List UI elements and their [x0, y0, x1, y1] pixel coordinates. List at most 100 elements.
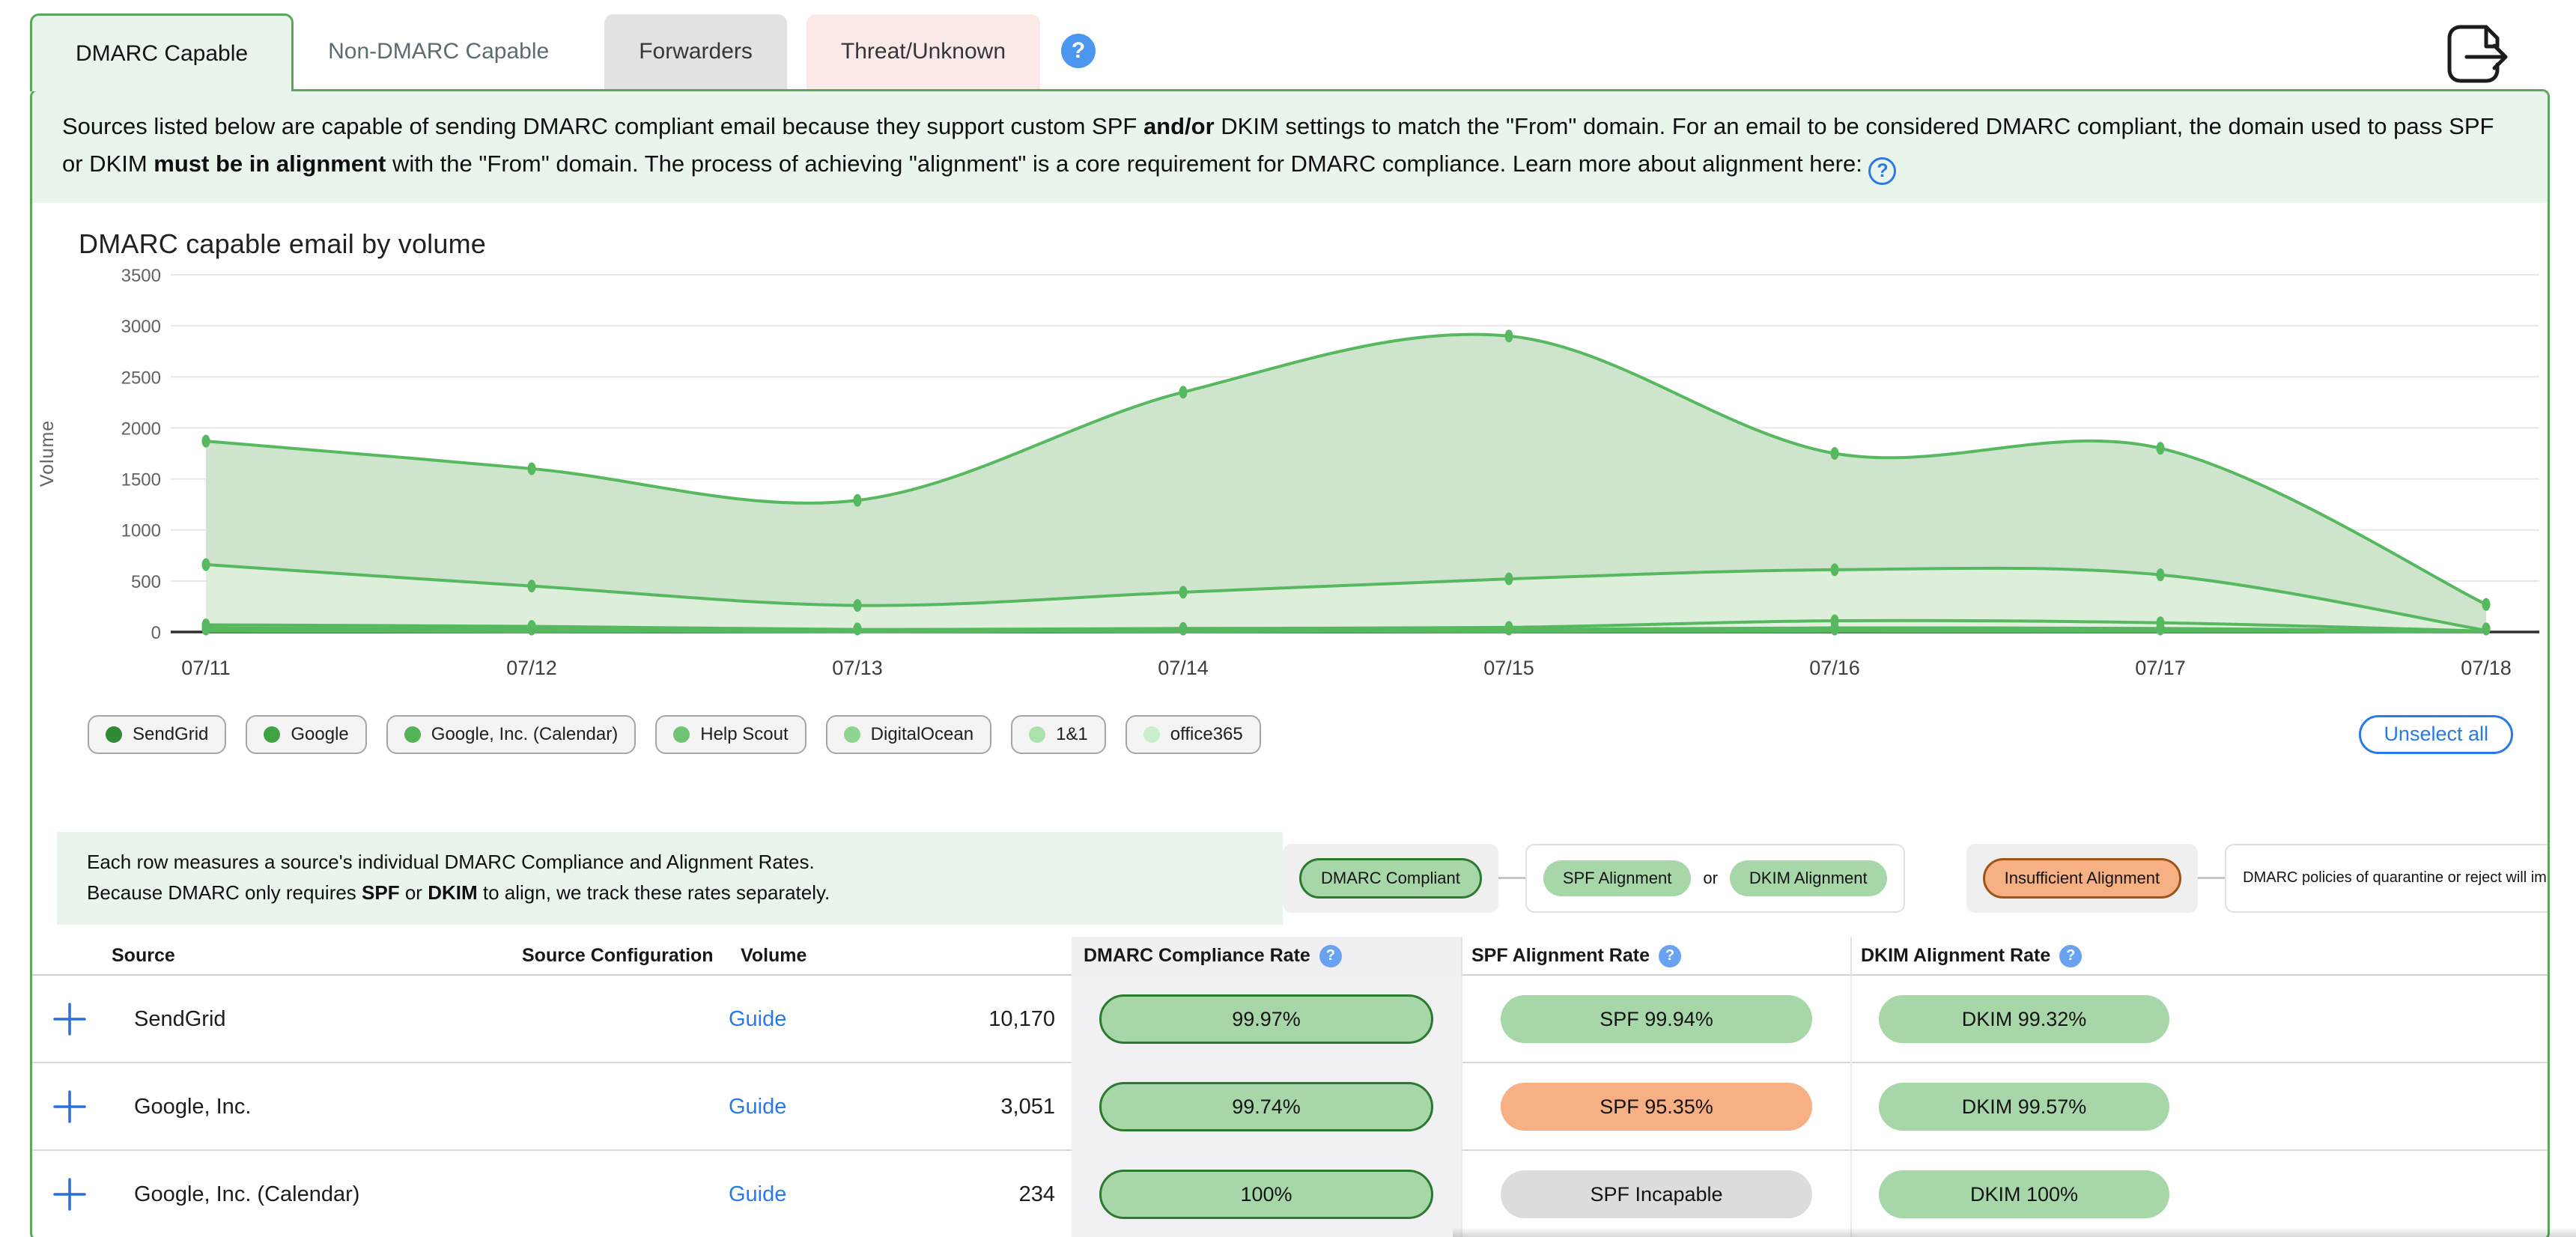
table-note-line1: Each row measures a source's individual … — [87, 850, 815, 873]
tab-dmarc-capable[interactable]: DMARC Capable — [30, 13, 294, 91]
tab-forwarders[interactable]: Forwarders — [604, 14, 787, 89]
spf-alignment-pill: SPF Alignment — [1543, 860, 1692, 896]
series-label: DigitalOcean — [870, 723, 974, 744]
legend-chip-office365[interactable]: office365 — [1125, 714, 1261, 754]
svg-text:1500: 1500 — [121, 469, 161, 490]
expand-row-icon[interactable] — [52, 1002, 87, 1036]
svg-text:2500: 2500 — [121, 368, 161, 388]
spf-alignment-pill: SPF Incapable — [1501, 1170, 1812, 1218]
policy-note-card: DMARC policies of quarantine or reject w… — [2225, 843, 2548, 913]
unselect-all-button[interactable]: Unselect all — [2359, 714, 2513, 754]
series-label: Google, Inc. (Calendar) — [431, 723, 619, 744]
column-header-source-configuration: Source Configuration — [522, 945, 714, 966]
column-header-expand — [32, 937, 107, 976]
spf-alignment-pill: SPF 99.94% — [1501, 995, 1812, 1043]
table-row-google-inc-calendar: Google, Inc. (Calendar) Guide 234 100% SPF I… — [32, 1150, 2548, 1237]
series-label: Help Scout — [700, 723, 789, 744]
series-color-dot — [1143, 726, 1160, 743]
legend-chip-google-inc-calendar[interactable]: Google, Inc. (Calendar) — [386, 714, 637, 754]
legend-chip-digitalocean[interactable]: DigitalOcean — [825, 714, 992, 754]
series-label: office365 — [1170, 723, 1243, 744]
svg-text:1000: 1000 — [121, 520, 161, 541]
volume-value: 10,170 — [988, 1006, 1055, 1031]
svg-text:3500: 3500 — [121, 266, 161, 286]
alignment-pills-card: SPF Alignment or DKIM Alignment — [1525, 843, 1905, 913]
column-header-dkim-alignment-rate: DKIM Alignment Rate? — [1850, 936, 2548, 976]
alignment-help-icon[interactable]: ? — [1868, 156, 1897, 185]
series-color-dot — [843, 726, 860, 743]
export-icon — [2447, 25, 2508, 83]
export-button[interactable] — [2441, 22, 2510, 85]
table-header: Source Source Configuration Volume DMARC Co… — [32, 936, 2548, 976]
series-label: SendGrid — [133, 723, 209, 744]
intro-text: Sources listed below are capable of send… — [62, 108, 2518, 185]
chart-legend: SendGrid Google Google, Inc. (Calendar) Hel… — [88, 714, 2513, 754]
volume-chart: DMARC capable email by volume 0 500 1000 15… — [32, 203, 2548, 754]
dmarc-compliant-pill: DMARC Compliant — [1299, 857, 1482, 899]
legend-chip-1-1[interactable]: 1&1 — [1011, 714, 1106, 754]
svg-text:07/17: 07/17 — [2135, 657, 2186, 679]
series-color-dot — [264, 726, 281, 743]
svg-text:07/15: 07/15 — [1483, 657, 1534, 679]
dmarc-compliance-pill: 99.97% — [1099, 994, 1433, 1044]
svg-text:07/18: 07/18 — [2461, 657, 2512, 679]
svg-text:07/11: 07/11 — [181, 657, 231, 679]
source-name: Google, Inc. — [134, 1094, 252, 1119]
tab-bar: DMARC Capable Non-DMARC Capable Forwarders… — [0, 13, 2576, 91]
sources-table: Source Source Configuration Volume DMARC Co… — [32, 936, 2548, 1237]
dkim-alignment-pill: DKIM 99.32% — [1879, 995, 2169, 1043]
column-header-dmarc-compliance-rate: DMARC Compliance Rate? — [1072, 936, 1461, 976]
column-help-icon[interactable]: ? — [2059, 944, 2083, 967]
column-help-icon[interactable]: ? — [1319, 944, 1342, 967]
svg-text:500: 500 — [131, 571, 161, 592]
tab-non-dmarc-capable[interactable]: Non-DMARC Capable — [328, 39, 550, 64]
dkim-alignment-pill: DKIM Alignment — [1729, 860, 1887, 896]
table-row-sendgrid: SendGrid Guide 10,170 99.97% SPF 99.94% DKIM … — [32, 975, 2548, 1063]
guide-link[interactable]: Guide — [729, 1182, 787, 1206]
guide-link[interactable]: Guide — [729, 1094, 787, 1119]
connector-line — [1498, 877, 1525, 879]
legend-chip-sendgrid[interactable]: SendGrid — [88, 714, 227, 754]
series-color-dot — [673, 726, 690, 743]
or-label: or — [1703, 868, 1718, 887]
expand-row-icon[interactable] — [52, 1089, 87, 1124]
svg-text:0: 0 — [151, 623, 161, 643]
column-help-icon[interactable]: ? — [1659, 944, 1681, 967]
dkim-alignment-pill: DKIM 100% — [1879, 1170, 2169, 1218]
svg-text:07/16: 07/16 — [1809, 657, 1860, 679]
insufficient-alignment-pill: Insufficient Alignment — [1982, 857, 2182, 899]
svg-text:07/14: 07/14 — [1158, 657, 1209, 679]
svg-text:Volume: Volume — [37, 419, 58, 486]
table-row-google-inc: Google, Inc. Guide 3,051 99.74% SPF 95.35% DK… — [32, 1063, 2548, 1151]
connector-line — [2198, 877, 2226, 879]
legend-chip-google[interactable]: Google — [246, 714, 367, 754]
policy-note: DMARC policies of quarantine or reject w… — [2243, 869, 2548, 886]
dmarc-compliance-pill: 100% — [1099, 1170, 1433, 1219]
insufficient-alignment-card: Insufficient Alignment — [1966, 843, 2199, 913]
chart-title: DMARC capable email by volume — [79, 228, 487, 259]
svg-text:07/12: 07/12 — [506, 657, 557, 679]
intro-note: Sources listed below are capable of send… — [32, 91, 2548, 203]
spf-alignment-pill: SPF 95.35% — [1501, 1083, 1812, 1131]
source-name: SendGrid — [134, 1006, 226, 1031]
compliance-legend: DMARC Compliant SPF Alignment or DKIM Al… — [1283, 843, 2548, 913]
table-note: Each row measures a source's individual … — [57, 831, 1283, 925]
tab-panel: Sources listed below are capable of send… — [30, 89, 2550, 1237]
table-note-line2: Because DMARC only requires SPF or DKIM … — [87, 881, 830, 904]
table-body: SendGrid Guide 10,170 99.97% SPF 99.94% DKIM … — [32, 975, 2548, 1237]
guide-link[interactable]: Guide — [729, 1006, 787, 1031]
legend-chip-help-scout[interactable]: Help Scout — [655, 714, 806, 754]
dmarc-compliant-card: DMARC Compliant — [1283, 843, 1498, 913]
tabs-help-icon[interactable]: ? — [1061, 34, 1096, 68]
series-color-dot — [106, 726, 122, 743]
column-header-spf-alignment-rate: SPF Alignment Rate? — [1461, 936, 1850, 976]
series-color-dot — [404, 726, 421, 743]
legend-row: Each row measures a source's individual … — [32, 831, 2548, 925]
series-label: Google — [291, 723, 349, 744]
dkim-alignment-pill: DKIM 99.57% — [1879, 1083, 2169, 1131]
series-label: 1&1 — [1056, 723, 1088, 744]
volume-value: 234 — [1018, 1182, 1055, 1206]
expand-row-icon[interactable] — [52, 1177, 87, 1212]
svg-text:07/13: 07/13 — [832, 657, 883, 679]
tab-threat-unknown[interactable]: Threat/Unknown — [806, 14, 1041, 89]
